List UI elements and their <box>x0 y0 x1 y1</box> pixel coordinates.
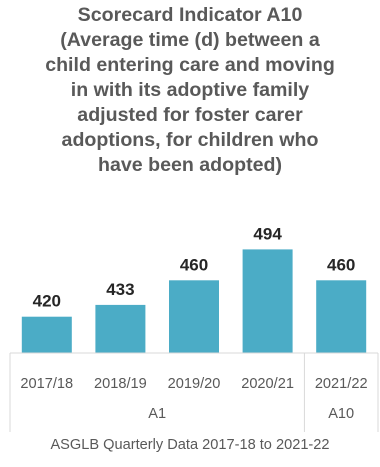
bar-value-label: 433 <box>106 280 134 299</box>
category-tick-label: 2020/21 <box>241 376 294 392</box>
bar <box>169 280 219 353</box>
chart-title-line: adjusted for foster carer <box>77 104 303 126</box>
bar-value-label: 494 <box>253 224 282 243</box>
category-tick-label: 2018/19 <box>94 376 147 392</box>
category-tick-label: 2017/18 <box>20 376 73 392</box>
category-tick-label: 2019/20 <box>168 376 221 392</box>
category-group-label: A10 <box>328 406 354 422</box>
chart-title-line: in with its adoptive family <box>70 79 310 101</box>
bar-value-label: 460 <box>180 255 208 274</box>
category-group-label: A1 <box>148 406 166 422</box>
category-axis: 2017/18 2018/19 2019/20 2020/21 2021/22 A1 A10 <box>9 352 379 432</box>
chart-title-line: adoptions, for children who <box>61 129 319 151</box>
source-note: ASGLB Quarterly Data 2017-18 to 2021-22 <box>50 437 330 453</box>
chart-title-line: have been adopted) <box>98 154 282 176</box>
bar <box>242 249 293 353</box>
chart-title-line: (Average time (d) between a <box>60 29 320 51</box>
bar <box>95 304 146 353</box>
bar-value-label: 460 <box>327 255 355 274</box>
bar-value-label: 420 <box>33 292 61 311</box>
bar-series: 420 433 460 494 460 <box>21 224 367 353</box>
bar <box>316 280 367 353</box>
bar <box>21 316 72 353</box>
category-tick-label: 2021/22 <box>315 376 368 392</box>
chart-title-line: Scorecard Indicator A10 <box>77 4 303 26</box>
chart-title: Scorecard Indicator A10 (Average time (d… <box>6 3 374 178</box>
chart-title-line: child entering care and moving <box>45 54 335 76</box>
